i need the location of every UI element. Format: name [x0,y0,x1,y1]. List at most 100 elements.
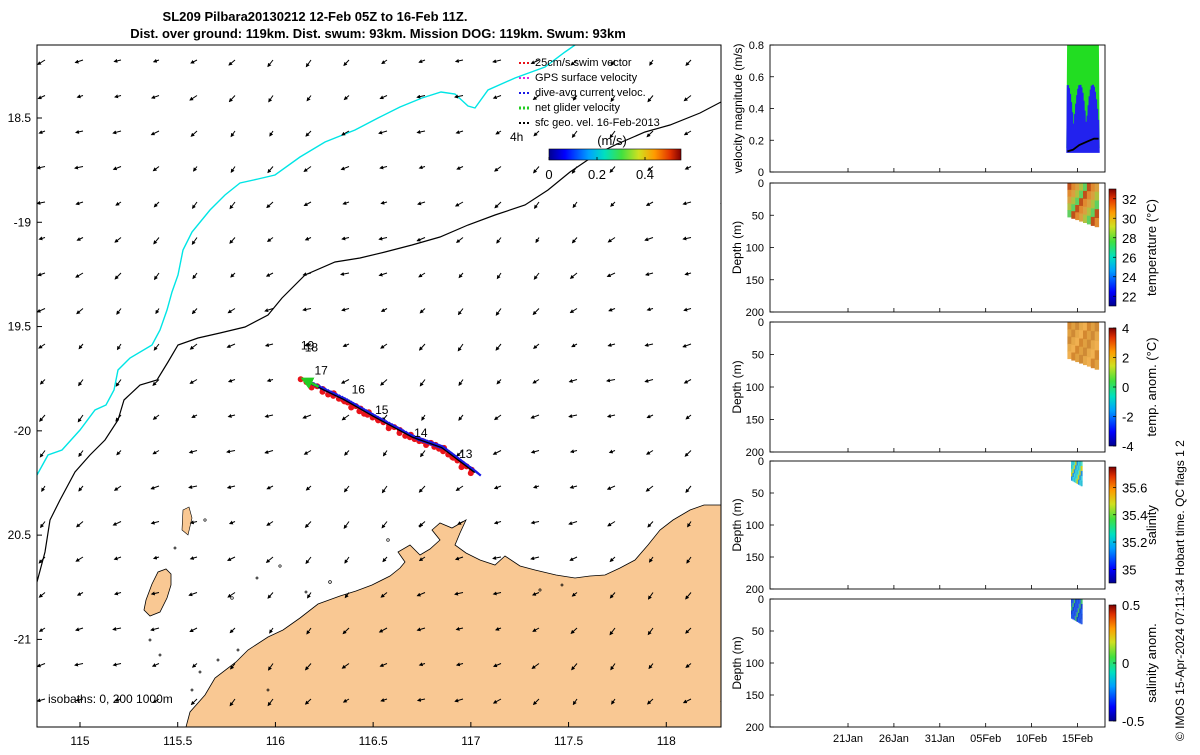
salinity-cell-2-4 [1073,477,1076,483]
geo-vector-348 [723,273,729,275]
map-x-tick-label-4: 117 [461,734,480,748]
salinity-cell-1-1 [1072,465,1075,470]
salinity-cell-4-0 [1076,461,1079,466]
geo-vector-150 [304,663,312,671]
geo-vector-158 [340,272,350,276]
geo-vector-336 [687,521,692,528]
temperature-cell-1-2 [1071,197,1076,205]
geo-vector-46 [116,343,122,351]
geo-vector-301 [609,627,616,636]
geo-vector-347 [722,238,729,240]
salinity-anomaly-cell-5-1 [1077,603,1080,609]
geo-vector-37 [75,697,84,702]
geo-vector-12 [41,485,46,492]
title-line-1: SL209 Pilbara20130212 12-Feb 05Z to 16-F… [163,9,468,24]
speed-colorbar-tick-1: 0.2 [588,167,606,182]
geo-vector-41 [112,166,122,171]
geo-vector-157 [341,236,350,241]
geo-vector-48 [115,414,122,422]
speed-colorbar-unit: (m/s) [597,133,627,148]
geo-vector-314 [646,414,654,419]
geo-vector-296 [608,449,616,454]
salinity-cell-0-2 [1071,468,1073,473]
salinity-anomaly-cell-5-0 [1077,599,1080,605]
salinity-anomaly-cell-7-2 [1080,608,1083,615]
temp-anomaly-cell-4-1 [1083,330,1088,340]
day-label-16: 16 [352,382,366,396]
geo-vector-20 [76,94,84,99]
salinity-cell-4-1 [1076,465,1079,471]
geo-vector-27 [78,343,84,350]
geo-vector-199 [419,379,426,387]
geo-vector-272 [569,272,578,279]
geo-vector-164 [343,485,350,493]
geo-vector-173 [378,130,388,135]
geo-vector-327 [682,201,692,206]
geo-vector-45 [116,308,122,315]
geo-vector-293 [607,343,616,347]
temperature-colorbar-label: temperature (°C) [1144,199,1159,296]
geo-vector-148 [307,592,312,599]
geo-vector-122 [264,343,274,347]
velocity-ylabel: velocity magnitude (m/s) [731,43,745,173]
geo-vector-28 [78,379,84,387]
geo-vector-162 [341,414,350,421]
geo-vector-24 [76,237,84,241]
geo-vector-64 [155,308,160,315]
temperature-cell-0-0 [1067,183,1072,191]
geo-vector-136 [303,166,312,172]
geo-vector-17 [37,663,46,668]
temperature-cell-4-1 [1083,190,1088,200]
temperature-y-tick-4: 200 [746,307,764,319]
geo-vector-9 [39,379,46,385]
geo-vector-302 [610,663,616,671]
salinity-cell-3-3 [1075,474,1078,479]
geo-vector-93 [191,663,198,668]
dive-avg-vector-69 [474,469,482,477]
geo-vector-68 [152,450,160,455]
salinity-anomaly-cell-2-0 [1073,599,1076,604]
geo-vector-116 [269,130,274,137]
geo-vector-81 [191,237,198,245]
temp-anomaly-cell-4-2 [1083,339,1088,349]
geo-vector-239 [492,450,502,455]
geo-vector-234 [496,272,502,280]
swim-vector-51 [458,464,465,471]
geo-vector-289 [610,201,616,207]
geo-vector-339 [685,627,692,634]
geo-vector-291 [606,272,616,278]
salinity-anomaly-cell-2-2 [1073,607,1076,612]
salinity-anomaly-cell-7-0 [1080,599,1083,605]
geo-vector-50 [113,485,122,491]
salinity-anomaly-cell-3-3 [1075,612,1078,617]
geo-vector-195 [416,237,426,242]
geo-vector-67 [152,414,160,420]
geo-vector-355 [725,522,729,527]
geo-vector-223 [454,556,464,561]
geo-vector-196 [418,272,426,278]
salinity-anomaly-cell-0-2 [1071,606,1073,611]
geo-vector-353 [724,451,729,458]
geo-vector-356 [723,557,729,563]
temperature-colorbar-tick-2: 26 [1122,250,1136,265]
map-y-tick-label-3: -20 [14,424,32,438]
geo-vector-250 [533,166,540,174]
salinity-anomaly-cell-3-4 [1075,616,1078,622]
geo-vector-263 [532,627,540,632]
salinity-anomaly-cell-6-0 [1079,599,1082,605]
temperature-cell-6-1 [1090,191,1096,201]
geo-vector-350 [722,344,729,349]
salinity-cell-6-0 [1079,461,1082,467]
geo-vector-232 [494,201,502,209]
geo-vector-197 [419,308,426,314]
geo-vector-311 [646,307,654,312]
salinity-anomaly-cell-3-0 [1075,599,1078,604]
geo-vector-282 [570,627,578,635]
geo-vector-252 [535,237,540,244]
speed-colorbar: (m/s) 0 0.2 0.4 [545,133,682,182]
geo-vector-268 [571,130,578,138]
temp-anomaly-cell-1-1 [1071,329,1076,338]
track-line [304,380,476,474]
panel-salinity-anomaly: 0 50 100 150 200 Depth (m) -0.5 0 0.5 salinity an… [730,594,1159,734]
geo-vector-172 [379,95,388,100]
